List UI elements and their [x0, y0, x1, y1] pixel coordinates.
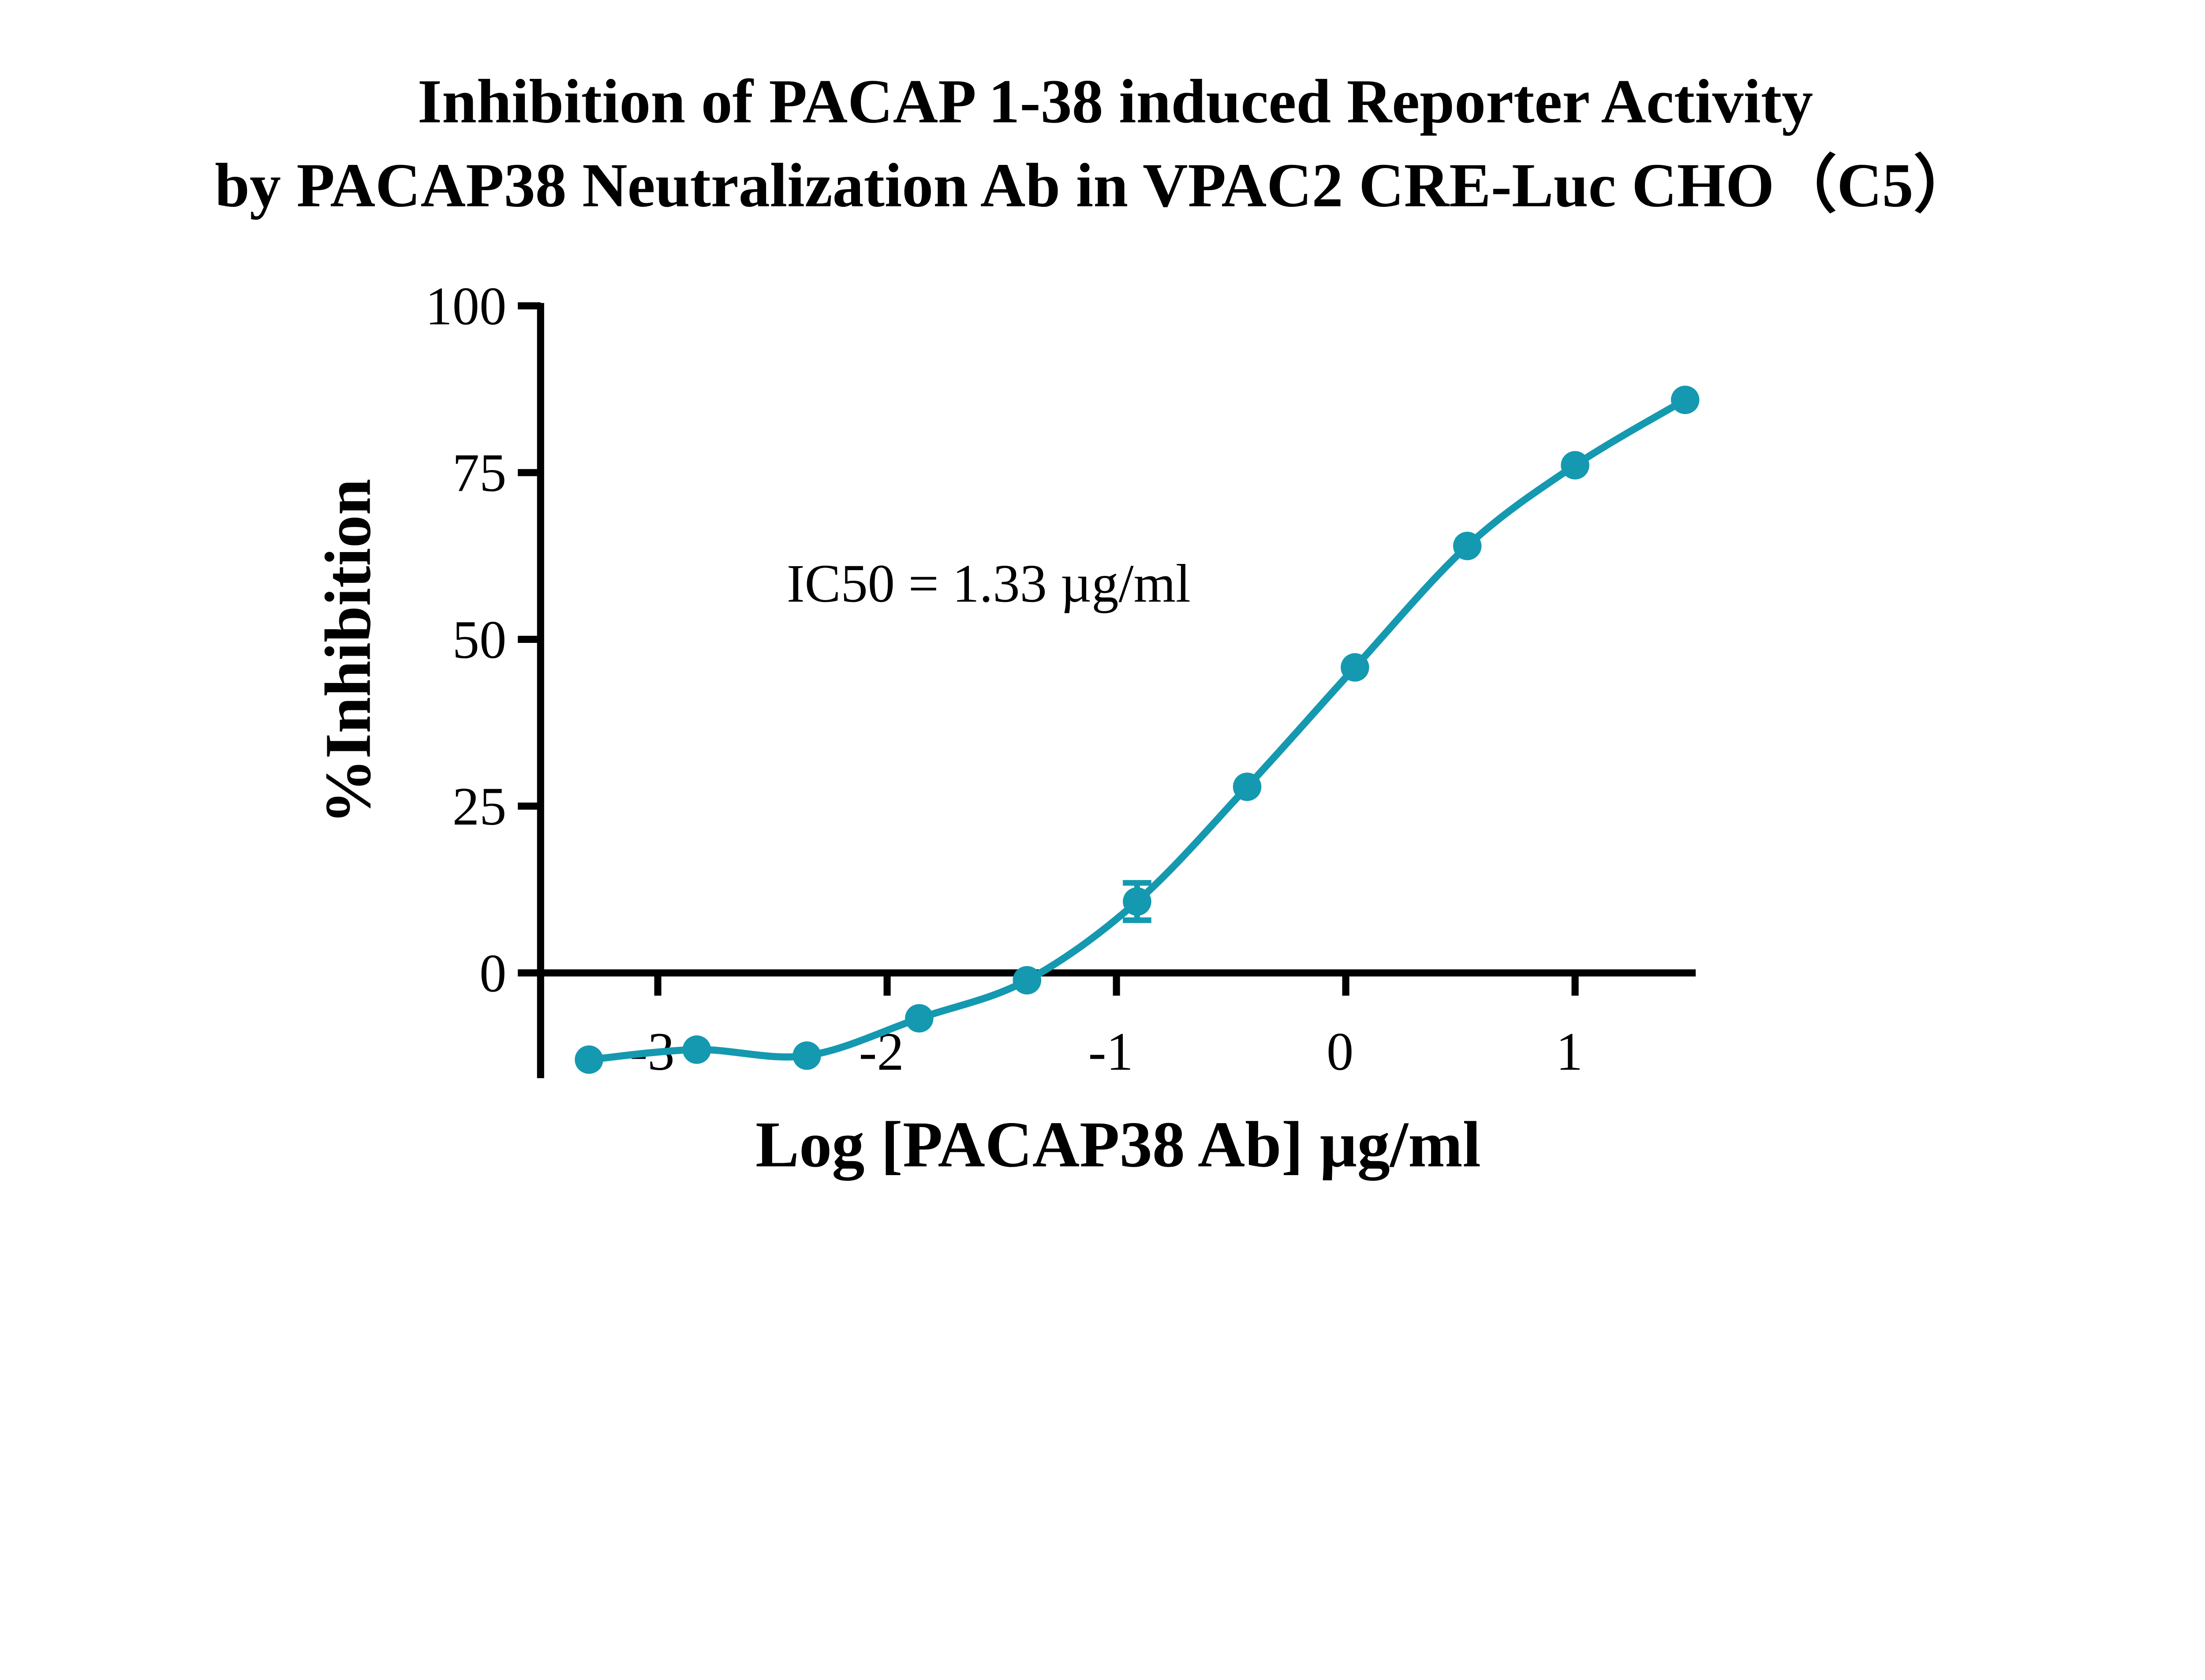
data-point — [1341, 653, 1369, 682]
data-point — [682, 1035, 711, 1064]
y-axis-label: %Inhibition — [312, 479, 385, 824]
fit-curve — [588, 396, 1687, 1064]
data-point — [1561, 451, 1589, 480]
data-point — [792, 1041, 821, 1070]
data-point — [1671, 385, 1700, 414]
chart: Inhibition of PACAP 1-38 induced Reporte… — [215, 67, 1976, 1181]
y-tick-label: 0 — [479, 943, 506, 1003]
y-tick-label: 75 — [452, 443, 507, 503]
data-point — [1123, 887, 1151, 916]
data-point — [1453, 531, 1482, 560]
y-tick-label: 100 — [426, 276, 507, 336]
chart-title-line-2: by PACAP38 Neutralization Ab in VPAC2 CR… — [215, 151, 1976, 220]
data-point — [1013, 966, 1042, 995]
data-marks — [575, 385, 1700, 1074]
x-tick-label: 0 — [1327, 1022, 1353, 1082]
y-tick-label: 50 — [452, 610, 507, 670]
chart-title-line-1: Inhibition of PACAP 1-38 induced Reporte… — [418, 67, 1813, 136]
x-axis-label: Log [PACAP38 Ab] µg/ml — [755, 1109, 1481, 1181]
y-tick-label: 25 — [452, 777, 507, 836]
ic50-annotation: IC50 = 1.33 µg/ml — [787, 554, 1191, 614]
x-tick-label: 1 — [1556, 1022, 1583, 1082]
data-point — [1233, 773, 1262, 801]
data-point — [905, 1004, 934, 1033]
x-tick-label: -1 — [1088, 1022, 1133, 1082]
data-point — [575, 1045, 603, 1074]
